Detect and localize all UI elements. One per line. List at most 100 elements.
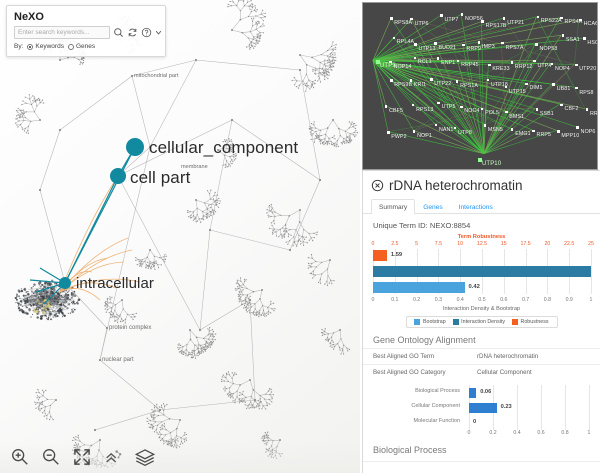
app-title: NeXO xyxy=(14,11,44,23)
gene-node[interactable] xyxy=(462,43,465,47)
collapse-icon[interactable] xyxy=(103,447,123,467)
gene-node[interactable] xyxy=(436,57,440,60)
go-bar-row-molecular-function: Molecular Function 0 xyxy=(373,415,590,430)
gene-node[interactable] xyxy=(389,79,393,82)
gene-node[interactable] xyxy=(552,83,556,86)
gene-node[interactable] xyxy=(412,130,416,133)
chart-legend: Bootstrap Interaction Density Robustness xyxy=(405,316,558,328)
gene-node[interactable] xyxy=(414,43,417,46)
fit-screen-icon[interactable] xyxy=(72,447,92,467)
top-axis-tick: 12.5 xyxy=(476,241,488,247)
gene-node[interactable] xyxy=(488,63,491,67)
filter-option-keywords[interactable]: Keywords xyxy=(27,43,64,50)
gene-node[interactable] xyxy=(434,42,437,46)
go-field-category-value: Cellular Component xyxy=(477,369,532,376)
gene-node[interactable] xyxy=(532,129,535,133)
go-bar-cellular-component xyxy=(469,402,497,413)
gene-node[interactable] xyxy=(583,37,586,40)
go-bar-row-cellular-component: Cellular Component 0.23 xyxy=(373,400,590,415)
ontology-network-panel[interactable]: cellular_component cell part intracellul… xyxy=(0,0,360,473)
tab-genes[interactable]: Genes xyxy=(423,204,443,211)
chevron-down-icon[interactable] xyxy=(155,27,162,38)
legend-label-interaction-density: Interaction Density xyxy=(461,319,506,325)
gene-network-graph[interactable] xyxy=(363,3,597,170)
gene-node[interactable] xyxy=(535,43,538,46)
go-bar-label-molecular-function: Molecular Function xyxy=(413,418,460,424)
gene-node[interactable] xyxy=(389,60,392,64)
gene-node[interactable] xyxy=(486,78,490,82)
gene-node[interactable] xyxy=(387,131,390,135)
search-icon[interactable] xyxy=(113,27,124,38)
graph-toolbar[interactable] xyxy=(0,441,360,473)
gene-interaction-network-panel[interactable]: RPS8A UTP6 UTP7 NOP56 RPS17B UTP21 RPS22A RPS4A… xyxy=(362,2,598,170)
gene-node[interactable] xyxy=(477,157,482,162)
go-bar-value-cellular-component: 0.23 xyxy=(500,403,512,410)
zoom-out-icon[interactable] xyxy=(41,447,61,467)
gene-node[interactable] xyxy=(455,79,459,83)
gene-node[interactable] xyxy=(384,105,388,108)
legend-item-bootstrap: Bootstrap xyxy=(414,319,446,325)
search-panel[interactable]: NeXO xyxy=(6,5,166,57)
gene-node[interactable] xyxy=(510,128,514,132)
gene-node[interactable] xyxy=(525,82,528,86)
bottom-axis-tick: 0.5 xyxy=(478,297,486,303)
term-details-panel[interactable]: rDNA heterochromatin Summary Genes Inter… xyxy=(362,170,600,473)
go-axis-tick: 0 xyxy=(467,430,471,436)
details-tabs[interactable]: Summary Genes Interactions xyxy=(363,198,600,214)
gene-node[interactable] xyxy=(510,61,514,64)
gene-node[interactable] xyxy=(576,126,579,130)
gene-node[interactable] xyxy=(560,103,563,107)
filter-row: By: Keywords Genes xyxy=(14,43,158,50)
gene-node[interactable] xyxy=(481,20,484,23)
filter-option-genes[interactable]: Genes xyxy=(67,43,96,50)
gene-node[interactable] xyxy=(579,18,582,22)
gene-node[interactable] xyxy=(585,108,589,112)
gene-node[interactable] xyxy=(483,123,487,127)
layers-icon[interactable] xyxy=(134,447,156,467)
gene-node[interactable] xyxy=(550,62,554,66)
gene-node[interactable] xyxy=(437,101,440,105)
gene-node[interactable] xyxy=(389,17,393,20)
gene-node[interactable] xyxy=(561,34,565,37)
top-axis-tick: 15 xyxy=(500,241,507,247)
gene-node[interactable] xyxy=(410,17,413,21)
gene-node[interactable] xyxy=(480,107,484,111)
radio-genes-icon[interactable] xyxy=(67,43,74,50)
go-bar-value-molecular-function: 0 xyxy=(473,418,477,425)
robustness-chart: Term Robustness 0 2.5 5 7.5 10 12.5 15 17.5 20 22… xyxy=(363,232,600,328)
gene-node[interactable] xyxy=(557,130,560,133)
tab-interactions[interactable]: Interactions xyxy=(458,204,493,211)
gene-node[interactable] xyxy=(533,59,536,63)
gene-node[interactable] xyxy=(501,41,504,45)
refresh-icon[interactable] xyxy=(127,27,138,38)
filter-option-genes-label: Genes xyxy=(75,43,96,50)
gene-node[interactable] xyxy=(535,108,539,111)
gene-node[interactable] xyxy=(392,36,396,40)
gene-node[interactable] xyxy=(575,86,578,90)
ontology-graph[interactable] xyxy=(0,0,360,473)
tab-summary[interactable]: Summary xyxy=(371,199,416,214)
gene-node[interactable] xyxy=(409,79,413,82)
search-input[interactable] xyxy=(14,26,110,39)
gene-node[interactable] xyxy=(460,105,463,109)
gene-node[interactable] xyxy=(536,15,540,19)
gene-node[interactable] xyxy=(375,59,380,64)
gene-node[interactable] xyxy=(504,85,508,89)
radio-keywords-icon[interactable] xyxy=(27,43,34,50)
close-circle-icon[interactable] xyxy=(371,179,384,192)
gene-node[interactable] xyxy=(411,103,415,107)
gene-node[interactable] xyxy=(502,16,506,20)
gene-node[interactable] xyxy=(477,41,481,44)
gene-node[interactable] xyxy=(413,56,417,60)
gene-node[interactable] xyxy=(440,14,443,17)
help-icon[interactable] xyxy=(141,27,152,38)
gene-node[interactable] xyxy=(574,63,578,67)
gene-node[interactable] xyxy=(460,13,464,16)
gene-node[interactable] xyxy=(456,59,460,63)
gene-node[interactable] xyxy=(560,16,563,20)
gene-node[interactable] xyxy=(505,110,508,114)
gene-node[interactable] xyxy=(434,123,438,127)
zoom-in-icon[interactable] xyxy=(10,447,30,467)
gene-node[interactable] xyxy=(453,126,457,130)
gene-node[interactable] xyxy=(430,77,433,81)
